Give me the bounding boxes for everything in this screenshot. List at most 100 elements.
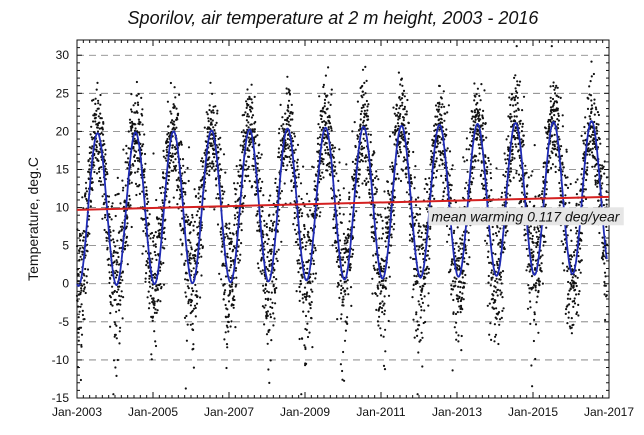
scatter-point (160, 263, 163, 266)
scatter-point (418, 252, 421, 255)
scatter-point (166, 151, 169, 154)
scatter-point (515, 109, 518, 112)
scatter-point (219, 147, 222, 151)
scatter-point (146, 197, 149, 200)
scatter-point (575, 202, 578, 205)
scatter-point (343, 239, 346, 242)
scatter-point (198, 207, 201, 210)
scatter-point (289, 157, 292, 160)
scatter-point (379, 302, 382, 305)
scatter-point (122, 186, 125, 189)
scatter-point (319, 178, 323, 181)
scatter-point (412, 150, 415, 154)
scatter-point (434, 115, 437, 118)
scatter-point (269, 313, 272, 316)
scatter-point (125, 240, 128, 243)
scatter-point (566, 322, 569, 325)
scatter-point (309, 227, 313, 230)
scatter-point (99, 176, 102, 180)
scatter-point (129, 121, 132, 124)
scatter-point (554, 140, 558, 143)
scatter-point (175, 107, 178, 110)
scatter-point (307, 231, 310, 234)
scatter-point (364, 154, 368, 157)
scatter-point (425, 272, 428, 275)
scatter-point (302, 165, 305, 168)
scatter-point (401, 104, 404, 107)
scatter-point (515, 45, 518, 48)
scatter-point (521, 145, 524, 148)
scatter-point (330, 187, 333, 190)
scatter-point (545, 226, 548, 229)
scatter-point (306, 213, 309, 216)
scatter-point (485, 136, 488, 139)
scatter-point (517, 108, 520, 111)
scatter-point (377, 178, 380, 181)
scatter-point (399, 113, 402, 116)
scatter-point (187, 219, 190, 222)
scatter-point (323, 136, 326, 139)
scatter-point (170, 159, 173, 162)
scatter-point (495, 234, 498, 237)
scatter-point (370, 235, 373, 239)
scatter-point (348, 191, 351, 194)
scatter-point (373, 267, 376, 270)
scatter-point (266, 268, 269, 271)
scatter-point (126, 244, 129, 247)
scatter-point (104, 153, 107, 156)
scatter-point (555, 154, 558, 157)
scatter-point (529, 225, 533, 228)
scatter-point (133, 149, 136, 152)
scatter-point (191, 287, 194, 290)
scatter-point (102, 121, 105, 124)
scatter-point (514, 74, 517, 77)
scatter-point (309, 307, 312, 310)
scatter-point (305, 295, 308, 298)
scatter-point (486, 170, 489, 173)
scatter-point (130, 110, 133, 113)
scatter-point (205, 140, 208, 143)
scatter-point (148, 274, 151, 278)
scatter-point (457, 285, 460, 288)
scatter-point (474, 118, 477, 121)
scatter-point (537, 238, 540, 241)
scatter-point (313, 180, 316, 183)
scatter-point (315, 214, 318, 217)
scatter-point (254, 142, 257, 145)
scatter-point (182, 164, 185, 167)
scatter-point (275, 286, 278, 290)
scatter-point (88, 168, 91, 171)
scatter-point (92, 161, 95, 164)
scatter-point (251, 128, 254, 131)
scatter-point (134, 123, 137, 126)
scatter-point (372, 183, 375, 186)
scatter-point (98, 121, 101, 124)
scatter-point (280, 143, 283, 147)
scatter-point (378, 237, 381, 240)
scatter-point (505, 162, 508, 165)
scatter-point (475, 93, 478, 96)
scatter-point (151, 301, 154, 304)
scatter-point (326, 148, 329, 151)
scatter-point (342, 256, 345, 259)
scatter-point (511, 148, 514, 151)
scatter-point (235, 165, 238, 168)
scatter-point (80, 258, 83, 261)
scatter-point (256, 210, 259, 213)
scatter-point (389, 244, 393, 247)
scatter-point (237, 238, 240, 242)
scatter-point (143, 152, 147, 156)
scatter-point (441, 162, 444, 165)
scatter-point (363, 146, 366, 149)
scatter-point (397, 125, 400, 128)
scatter-point (372, 254, 375, 257)
scatter-point (327, 128, 330, 131)
scatter-point (105, 236, 108, 239)
scatter-point (91, 188, 94, 192)
scatter-point (199, 186, 202, 189)
scatter-point (262, 194, 265, 197)
scatter-point (322, 85, 325, 89)
scatter-point (383, 313, 386, 316)
scatter-point (464, 248, 467, 251)
scatter-point (195, 248, 198, 251)
